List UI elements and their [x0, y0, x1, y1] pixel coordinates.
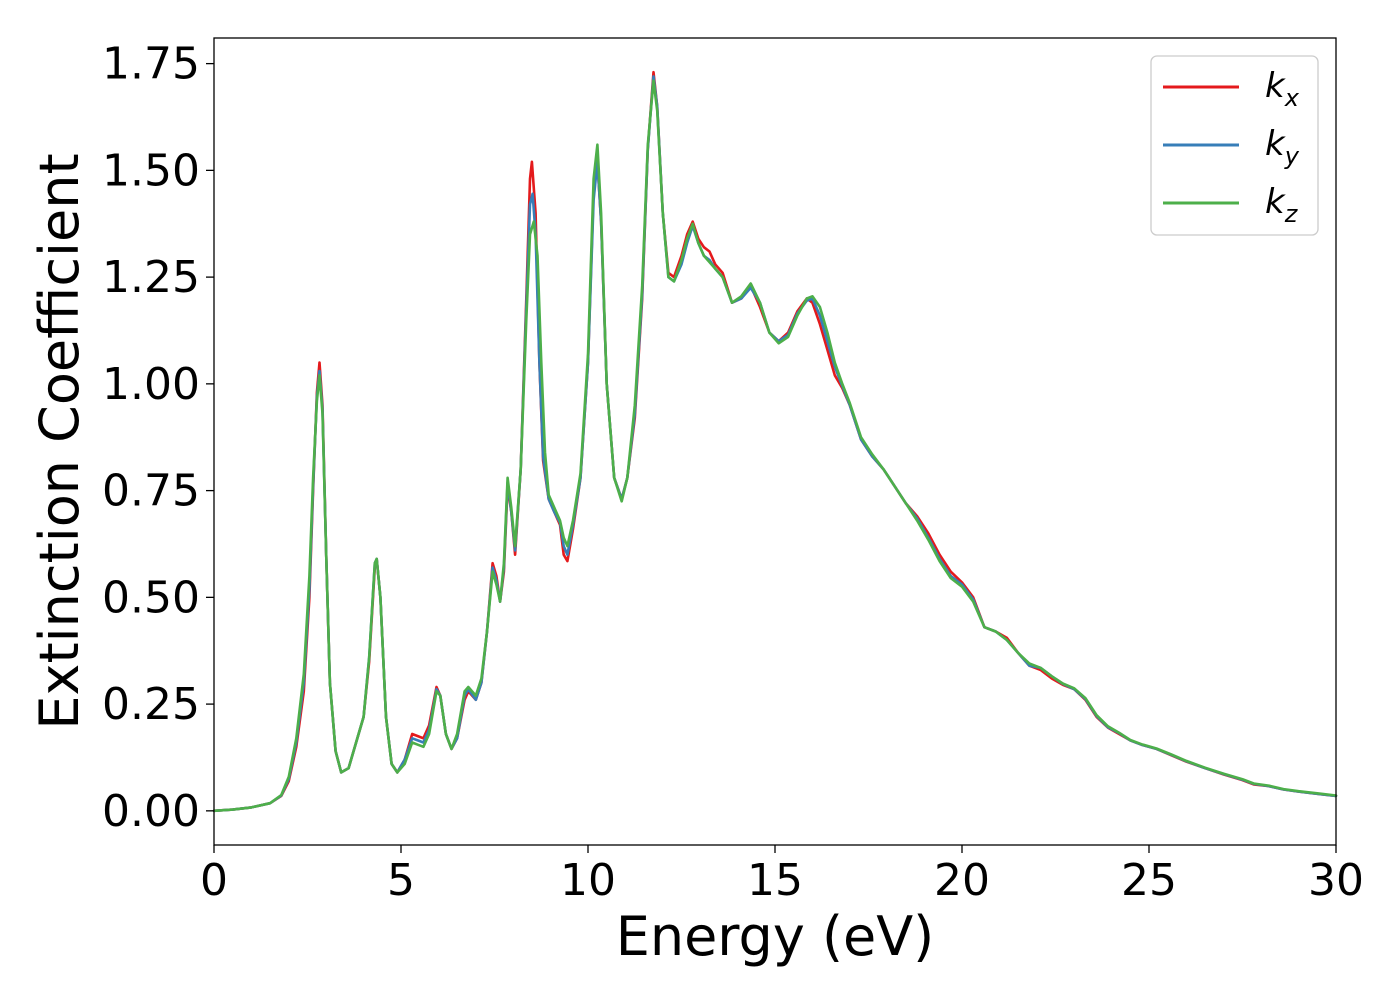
- series-line-z: [212, 79, 1338, 813]
- x-tick-label: 10: [560, 855, 616, 906]
- legend-label-y: ky: [1265, 124, 1300, 170]
- y-tick-label: 0.50: [102, 572, 200, 623]
- x-tick-label: 30: [1308, 855, 1364, 906]
- y-tick-label: 0.25: [102, 679, 200, 730]
- y-tick-label: 1.75: [102, 39, 200, 90]
- legend: kx ky kz: [1150, 55, 1319, 236]
- x-tick-label: 25: [1121, 855, 1177, 906]
- x-tick-label: 15: [747, 855, 803, 906]
- legend-label-z: kz: [1265, 182, 1299, 228]
- y-axis-ticks: 0.00 0.25 0.50 0.75 1.00 1.25 1.50 1.75: [102, 39, 214, 837]
- x-tick-label: 20: [934, 855, 990, 906]
- series-layer: [212, 70, 1338, 813]
- y-tick-label: 0.00: [102, 786, 200, 837]
- y-tick-label: 1.50: [102, 145, 200, 196]
- x-tick-label: 0: [200, 855, 228, 906]
- legend-label-x: kx: [1265, 66, 1300, 112]
- y-tick-label: 1.25: [102, 252, 200, 303]
- x-axis-ticks: 0 5 10 15 20 25 30: [200, 845, 1364, 906]
- y-axis-label: Extinction Coefficient: [28, 153, 91, 729]
- y-tick-label: 0.75: [102, 466, 200, 517]
- x-axis-label: Energy (eV): [616, 905, 935, 968]
- y-tick-label: 1.00: [102, 359, 200, 410]
- x-tick-label: 5: [387, 855, 415, 906]
